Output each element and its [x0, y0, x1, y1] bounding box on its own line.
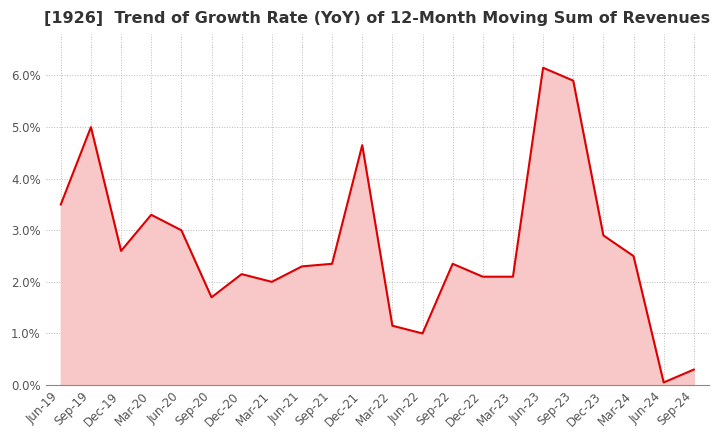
Title: [1926]  Trend of Growth Rate (YoY) of 12-Month Moving Sum of Revenues: [1926] Trend of Growth Rate (YoY) of 12-… [44, 11, 711, 26]
